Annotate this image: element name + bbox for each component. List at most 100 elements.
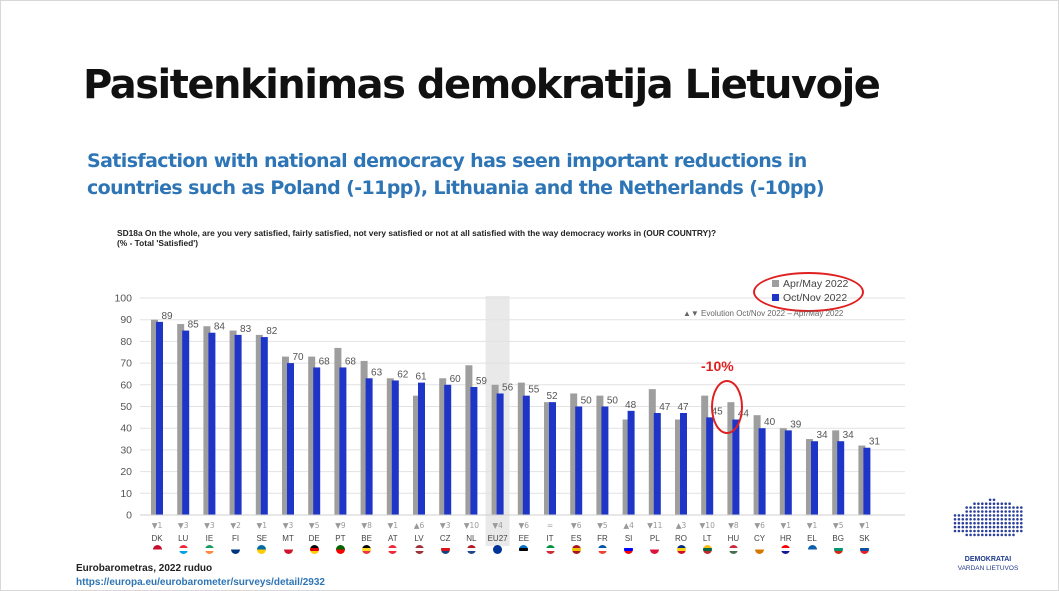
category-label-se: SE xyxy=(256,534,267,543)
logo-dot xyxy=(961,514,965,517)
logo-dot xyxy=(996,529,1000,533)
evolution-label-bg: ▼5 xyxy=(833,521,844,530)
logo-dot xyxy=(1008,510,1011,513)
evolution-label-mt: ▼3 xyxy=(283,521,294,530)
bar-oct-nov-de xyxy=(313,367,321,515)
logo-dot xyxy=(953,514,957,517)
logo-dot xyxy=(1020,525,1023,529)
flag-si-icon xyxy=(624,545,634,554)
flag-hu-icon xyxy=(728,545,738,554)
logo-dot xyxy=(965,521,968,525)
source-link[interactable]: https://europa.eu/eurobarometer/surveys/… xyxy=(76,577,325,588)
logo-dot xyxy=(981,533,984,537)
category-label-fr: FR xyxy=(597,534,608,543)
logo-dot xyxy=(1012,506,1015,509)
logo-dot xyxy=(988,510,992,513)
logo-dot xyxy=(1004,502,1007,505)
logo-dot xyxy=(1004,518,1007,521)
flag-ie-icon xyxy=(204,545,214,554)
logo-dot xyxy=(973,533,976,537)
evolution-label-pl: ▼11 xyxy=(647,521,663,530)
data-label-fr: 50 xyxy=(607,396,619,407)
logo-dot xyxy=(984,502,988,505)
evolution-label-ro: ▲3 xyxy=(676,521,687,530)
logo-dot xyxy=(965,529,968,533)
legend-label-apr-may: Apr/May 2022 xyxy=(783,278,849,290)
flag-sk-icon xyxy=(859,545,869,554)
bar-oct-nov-lu xyxy=(182,330,190,515)
logo-dot xyxy=(965,533,968,537)
data-label-cy: 40 xyxy=(764,417,776,428)
logo-dot xyxy=(965,506,968,509)
bar-oct-nov-fr xyxy=(601,406,609,515)
lithuania-change-callout: -10% xyxy=(701,358,734,374)
logo-dot xyxy=(988,521,992,525)
survey-question: SD18a On the whole, are you very satisfi… xyxy=(117,228,937,248)
bar-oct-nov-at xyxy=(391,380,399,515)
flag-fi-icon xyxy=(231,545,241,554)
category-label-lu: LU xyxy=(178,534,188,543)
bar-apr-may-si xyxy=(622,419,630,515)
flag-bg-icon xyxy=(833,545,843,554)
y-tick-label-40: 40 xyxy=(120,423,132,435)
bar-oct-nov-el xyxy=(811,441,818,515)
logo-dot xyxy=(992,506,996,509)
flag-it-icon xyxy=(545,545,555,554)
logo-dot xyxy=(969,529,972,533)
evolution-label-nl: ▼10 xyxy=(464,521,480,530)
logo-dot xyxy=(973,525,976,529)
bar-apr-may-be xyxy=(360,360,368,515)
logo-dot xyxy=(1004,533,1007,537)
bar-apr-may-ro xyxy=(675,419,682,515)
logo-dot xyxy=(973,529,976,533)
bar-oct-nov-lv xyxy=(418,382,425,515)
flag-be-icon xyxy=(362,545,372,554)
logo-dot xyxy=(973,502,976,505)
logo-dot xyxy=(988,506,992,509)
bar-apr-may-sk xyxy=(858,445,866,515)
logo-dot xyxy=(977,525,980,529)
bar-apr-may-ee xyxy=(517,382,525,515)
logo-dot xyxy=(977,510,980,513)
logo-dot xyxy=(981,514,984,517)
logo-dot xyxy=(996,525,1000,529)
logo-dot xyxy=(988,533,992,537)
flag-nl-icon xyxy=(466,545,476,554)
bar-oct-nov-si xyxy=(627,410,635,515)
logo-dot xyxy=(961,525,965,529)
bar-apr-may-hr xyxy=(779,428,787,515)
logo-dot xyxy=(969,514,972,517)
logo-dot xyxy=(984,533,988,537)
logo-dot xyxy=(961,521,965,525)
logo-dot xyxy=(984,525,988,529)
logo-dot xyxy=(1008,529,1011,533)
logo-dot xyxy=(992,525,996,529)
evolution-label-si: ▲4 xyxy=(623,521,634,530)
flag-de-icon xyxy=(309,545,319,554)
logo-dot xyxy=(981,521,984,525)
logo-dot xyxy=(996,506,1000,509)
evolution-label-hr: ▼1 xyxy=(781,521,792,530)
logo-dot xyxy=(992,510,996,513)
y-tick-label-30: 30 xyxy=(120,444,132,456)
logo-dot xyxy=(961,529,965,533)
y-tick-label-10: 10 xyxy=(120,488,132,500)
logo-dot xyxy=(996,518,1000,521)
logo-dot xyxy=(1020,518,1023,521)
logo-dot xyxy=(996,502,1000,505)
flag-pt-icon xyxy=(335,545,345,554)
flag-mt-icon xyxy=(283,545,293,554)
logo-dot xyxy=(984,529,988,533)
slide-title: Pasitenkinimas demokratija Lietuvoje xyxy=(83,62,881,108)
logo-dot xyxy=(957,529,961,533)
bar-oct-nov-hr xyxy=(784,430,792,515)
bar-apr-may-it xyxy=(544,402,551,515)
flag-el-icon xyxy=(807,545,817,554)
logo-dot xyxy=(1000,510,1004,513)
category-label-pt: PT xyxy=(335,534,345,543)
legend-swatch-apr-may xyxy=(772,280,779,287)
bar-apr-may-lt xyxy=(701,395,709,515)
logo-dot xyxy=(1000,506,1004,509)
logo-dot xyxy=(969,521,972,525)
flag-ro-icon xyxy=(676,545,686,554)
